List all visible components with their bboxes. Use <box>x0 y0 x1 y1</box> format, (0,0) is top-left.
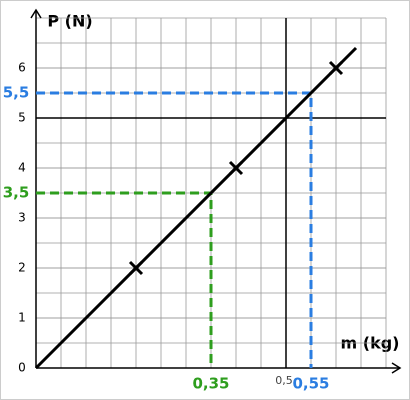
y-tick-label: 0 <box>18 361 26 375</box>
y-tick-label: 1 <box>18 311 26 325</box>
x-tick-label: 0,5 <box>275 374 293 387</box>
data-point <box>328 60 344 76</box>
reading-y-label: 3,5 <box>3 184 30 202</box>
y-tick-label: 3 <box>18 211 26 225</box>
y-tick-label: 2 <box>18 261 26 275</box>
reading-y-label: 5,5 <box>3 84 30 102</box>
reading-x-label: 0,35 <box>192 375 229 393</box>
y-axis-label: P (N) <box>47 12 92 31</box>
data-point <box>128 260 144 276</box>
x-axis-arrow <box>391 362 402 374</box>
y-tick-label: 4 <box>18 161 26 175</box>
data-point <box>228 160 244 176</box>
data-line <box>34 46 358 370</box>
y-tick-label: 6 <box>18 61 26 75</box>
reading-x-label: 0,55 <box>292 375 329 393</box>
y-axis-arrow <box>30 8 42 19</box>
y-tick-label: 5 <box>18 111 26 125</box>
